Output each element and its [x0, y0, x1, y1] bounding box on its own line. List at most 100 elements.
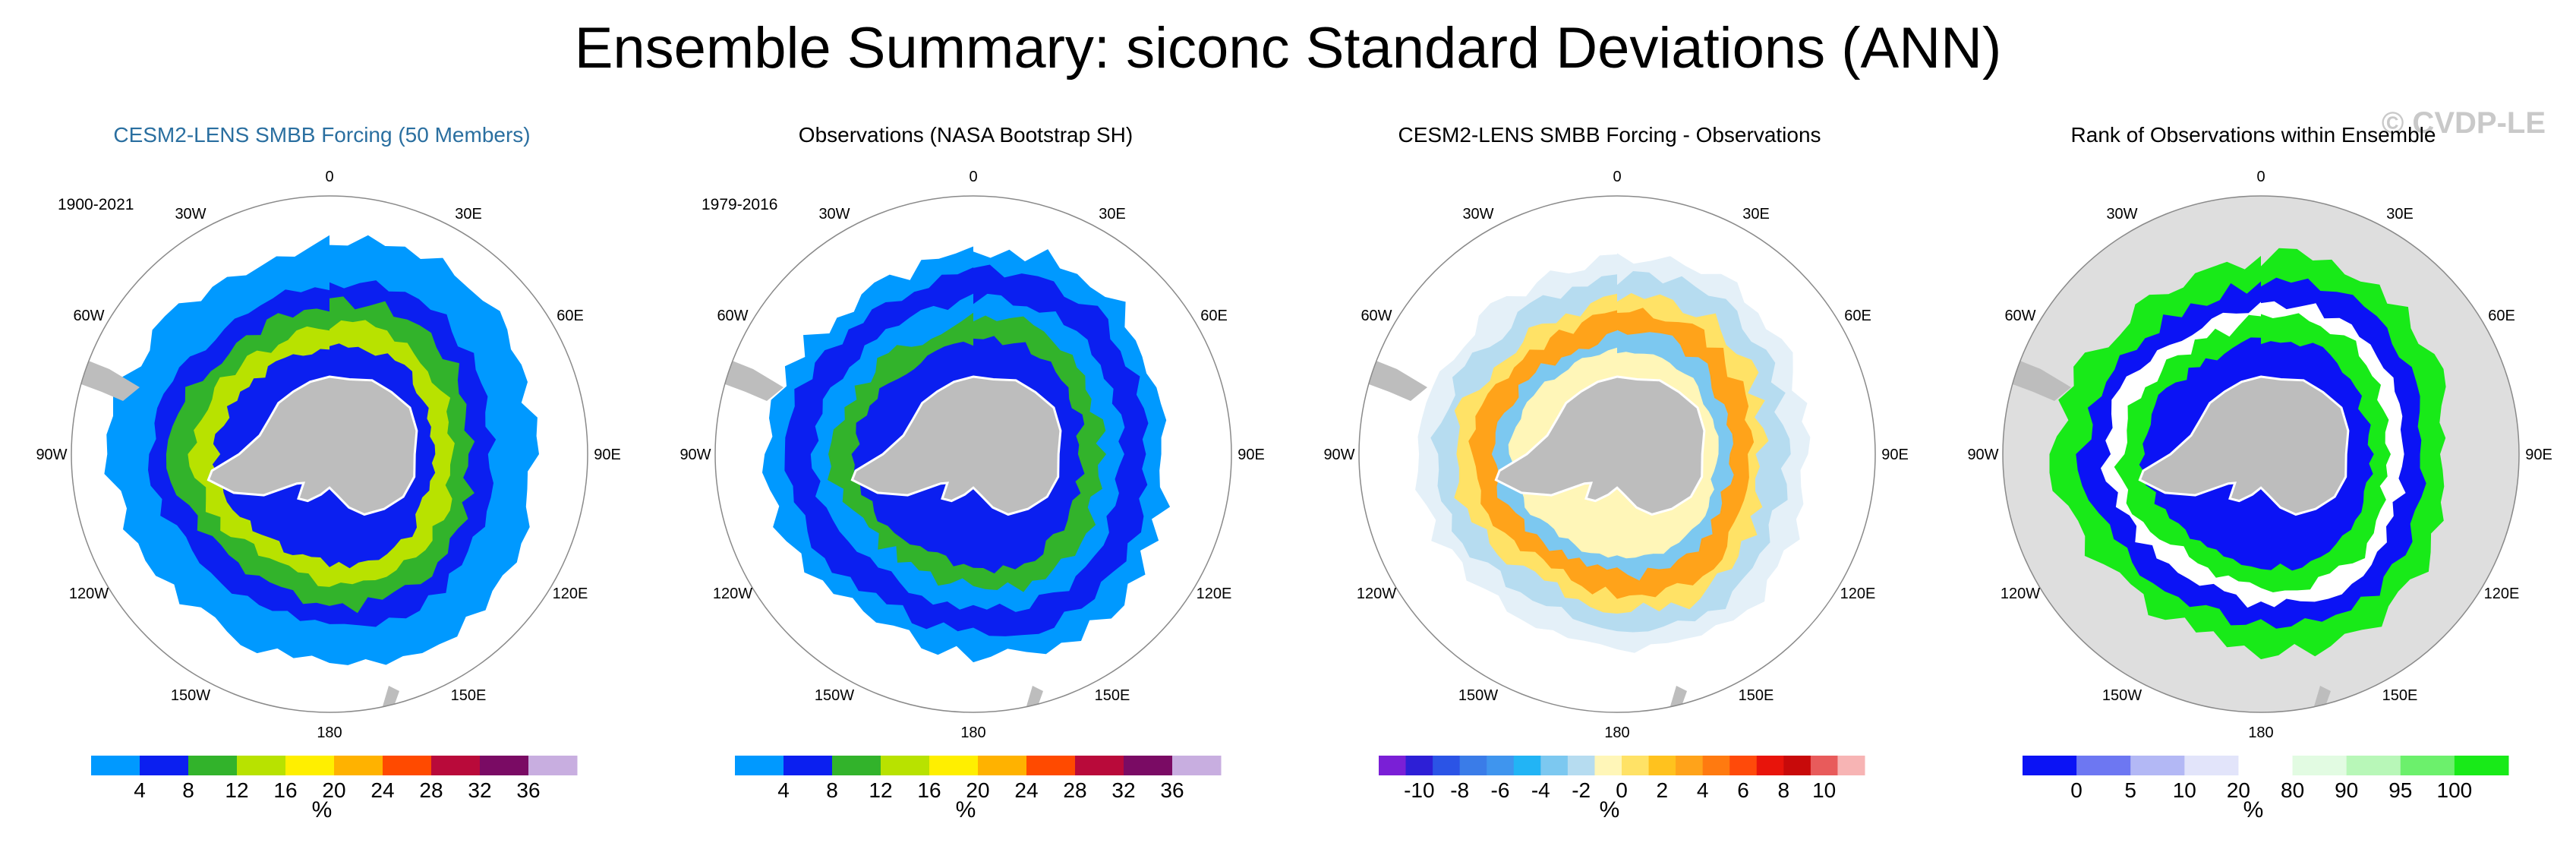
longitude-label: 150W	[815, 687, 854, 704]
longitude-label: 150W	[2102, 687, 2142, 704]
new-zealand	[1778, 659, 1798, 682]
colorbar-swatch	[285, 756, 335, 775]
colorbar-swatch	[1648, 756, 1676, 775]
longitude-label: 30W	[818, 206, 850, 223]
colorbar-swatch	[2346, 756, 2401, 775]
longitude-label: 180	[960, 724, 985, 741]
colorbar-swatch	[1783, 756, 1811, 775]
longitude-label: 90E	[1238, 447, 1265, 463]
colorbar-swatch	[1379, 756, 1407, 775]
colorbar-swatch	[1459, 756, 1487, 775]
antarctica-landmass	[1494, 375, 1706, 516]
colorbar-swatch	[735, 756, 784, 775]
colorbar-tick-label: 6	[1737, 778, 1749, 801]
colorbar-swatch	[1540, 756, 1569, 775]
map-boundary	[1358, 195, 1876, 713]
longitude-label: 90W	[1323, 447, 1354, 463]
colorbar-tick-label: 16	[917, 778, 941, 801]
colorbar-swatch	[1622, 756, 1650, 775]
polar-map: 0 30E 60E 90E 120E 150E 180 150W 120W 90W 60W 30W	[1323, 169, 1909, 741]
colorbar-tick-label: 28	[1063, 778, 1086, 801]
longitude-label: 30E	[2386, 206, 2414, 223]
longitude-label: 90W	[36, 447, 67, 463]
longitude-label: 30E	[455, 206, 482, 223]
longitude-label: 0	[2256, 169, 2265, 185]
longitude-label: 150W	[1458, 687, 1498, 704]
colorbar-swatch	[528, 756, 578, 775]
colorbar: -10 -8 -6 -4 -2 0 2 4 6 8 10	[1379, 756, 1865, 832]
colorbar-tick-label: 0	[1616, 778, 1628, 801]
longitude-label: 90E	[2525, 447, 2552, 463]
main-title: Ensemble Summary: siconc Standard Deviat…	[574, 16, 2002, 80]
colorbar-tick-label: 32	[1111, 778, 1135, 801]
longitude-label: 0	[969, 169, 977, 185]
colorbar-tick-label: 36	[516, 778, 540, 801]
colorbar-swatch	[784, 756, 833, 775]
longitude-label: 60E	[1200, 308, 1228, 324]
longitude-label: 60E	[2488, 308, 2515, 324]
colorbar-tick-label: 10	[2173, 778, 2196, 801]
panel-title: CESM2-LENS SMBB Forcing (50 Members)	[113, 123, 531, 147]
south-america-tip	[75, 355, 140, 401]
colorbar-swatch	[2238, 756, 2294, 775]
colorbar: 4 8 12 16 20 24 28 32 36	[91, 756, 578, 832]
colorbar-swatch	[1810, 756, 1838, 775]
longitude-label: 120W	[713, 586, 752, 602]
colorbar-swatch	[2292, 756, 2347, 775]
map-boundary	[2002, 195, 2520, 713]
colorbar-swatch	[2184, 756, 2239, 775]
polar-map: 0 30E 60E 90E 120E 150E 180 150W 120W 90W 60W 30W	[1967, 169, 2552, 741]
colorbar-tick-label: 8	[1778, 778, 1790, 801]
colorbar-tick-label: 2	[1657, 778, 1669, 801]
longitude-label: 150W	[171, 687, 210, 704]
colorbar-tick-label: 36	[1160, 778, 1184, 801]
south-america-tip	[1363, 355, 1427, 401]
colorbar-swatch	[881, 756, 930, 775]
colorbar-unit: %	[1599, 797, 1620, 822]
longitude-label: 90E	[1881, 447, 1909, 463]
colorbar-swatch	[1026, 756, 1076, 775]
map-panel-3: CESM2-LENS SMBB Forcing - Observations 0 3…	[1288, 114, 1931, 835]
new-zealand	[490, 659, 510, 682]
colorbar-swatch	[1594, 756, 1622, 775]
colorbar-swatch	[2400, 756, 2455, 775]
colorbar-swatch	[1567, 756, 1595, 775]
colorbar-swatch	[1433, 756, 1461, 775]
polar-map: 0 30E 60E 90E 120E 150E 180 150W 120W 90W 60W 30W	[36, 169, 620, 741]
longitude-label: 150E	[451, 687, 487, 704]
colorbar-swatch	[383, 756, 432, 775]
colorbar-swatch	[237, 756, 286, 775]
colorbar-swatch	[1676, 756, 1704, 775]
colorbar-tick-label: 5	[2124, 778, 2136, 801]
panel-title: Rank of Observations within Ensemble	[2070, 123, 2436, 147]
new-zealand	[1134, 659, 1154, 682]
panel-title: CESM2-LENS SMBB Forcing - Observations	[1398, 123, 1821, 147]
south-america-tip	[2007, 355, 2071, 401]
colorbar-swatch	[1487, 756, 1515, 775]
colorbar-tick-label: 32	[468, 778, 491, 801]
longitude-label: 30W	[175, 206, 206, 223]
colorbar-tick-label: 24	[370, 778, 394, 801]
colorbar-tick-label: 8	[826, 778, 838, 801]
colorbar-swatch	[2023, 756, 2077, 775]
longitude-label: 60W	[73, 308, 104, 324]
longitude-label: 60W	[1361, 308, 1392, 324]
colorbar-tick-label: 28	[419, 778, 443, 801]
colorbar-swatch	[1075, 756, 1124, 775]
longitude-label: 30W	[1462, 206, 1493, 223]
colorbar-tick-label: 4	[1697, 778, 1709, 801]
longitude-label: 0	[325, 169, 333, 185]
colorbar-swatch	[431, 756, 481, 775]
south-america-tip	[719, 355, 784, 401]
colorbar-swatch	[480, 756, 529, 775]
longitude-label: 90W	[1967, 447, 1998, 463]
longitude-label: 60W	[717, 308, 748, 324]
colorbar-tick-label: -2	[1572, 778, 1591, 801]
colorbar-tick-label: 90	[2335, 778, 2358, 801]
colorbar-tick-label: 16	[273, 778, 297, 801]
colorbar-swatch	[1729, 756, 1758, 775]
longitude-label: 0	[1613, 169, 1621, 185]
colorbar-swatch	[2076, 756, 2131, 775]
colorbar-unit: %	[955, 797, 976, 822]
watermark-text: © CVDP-LE	[2381, 106, 2546, 140]
